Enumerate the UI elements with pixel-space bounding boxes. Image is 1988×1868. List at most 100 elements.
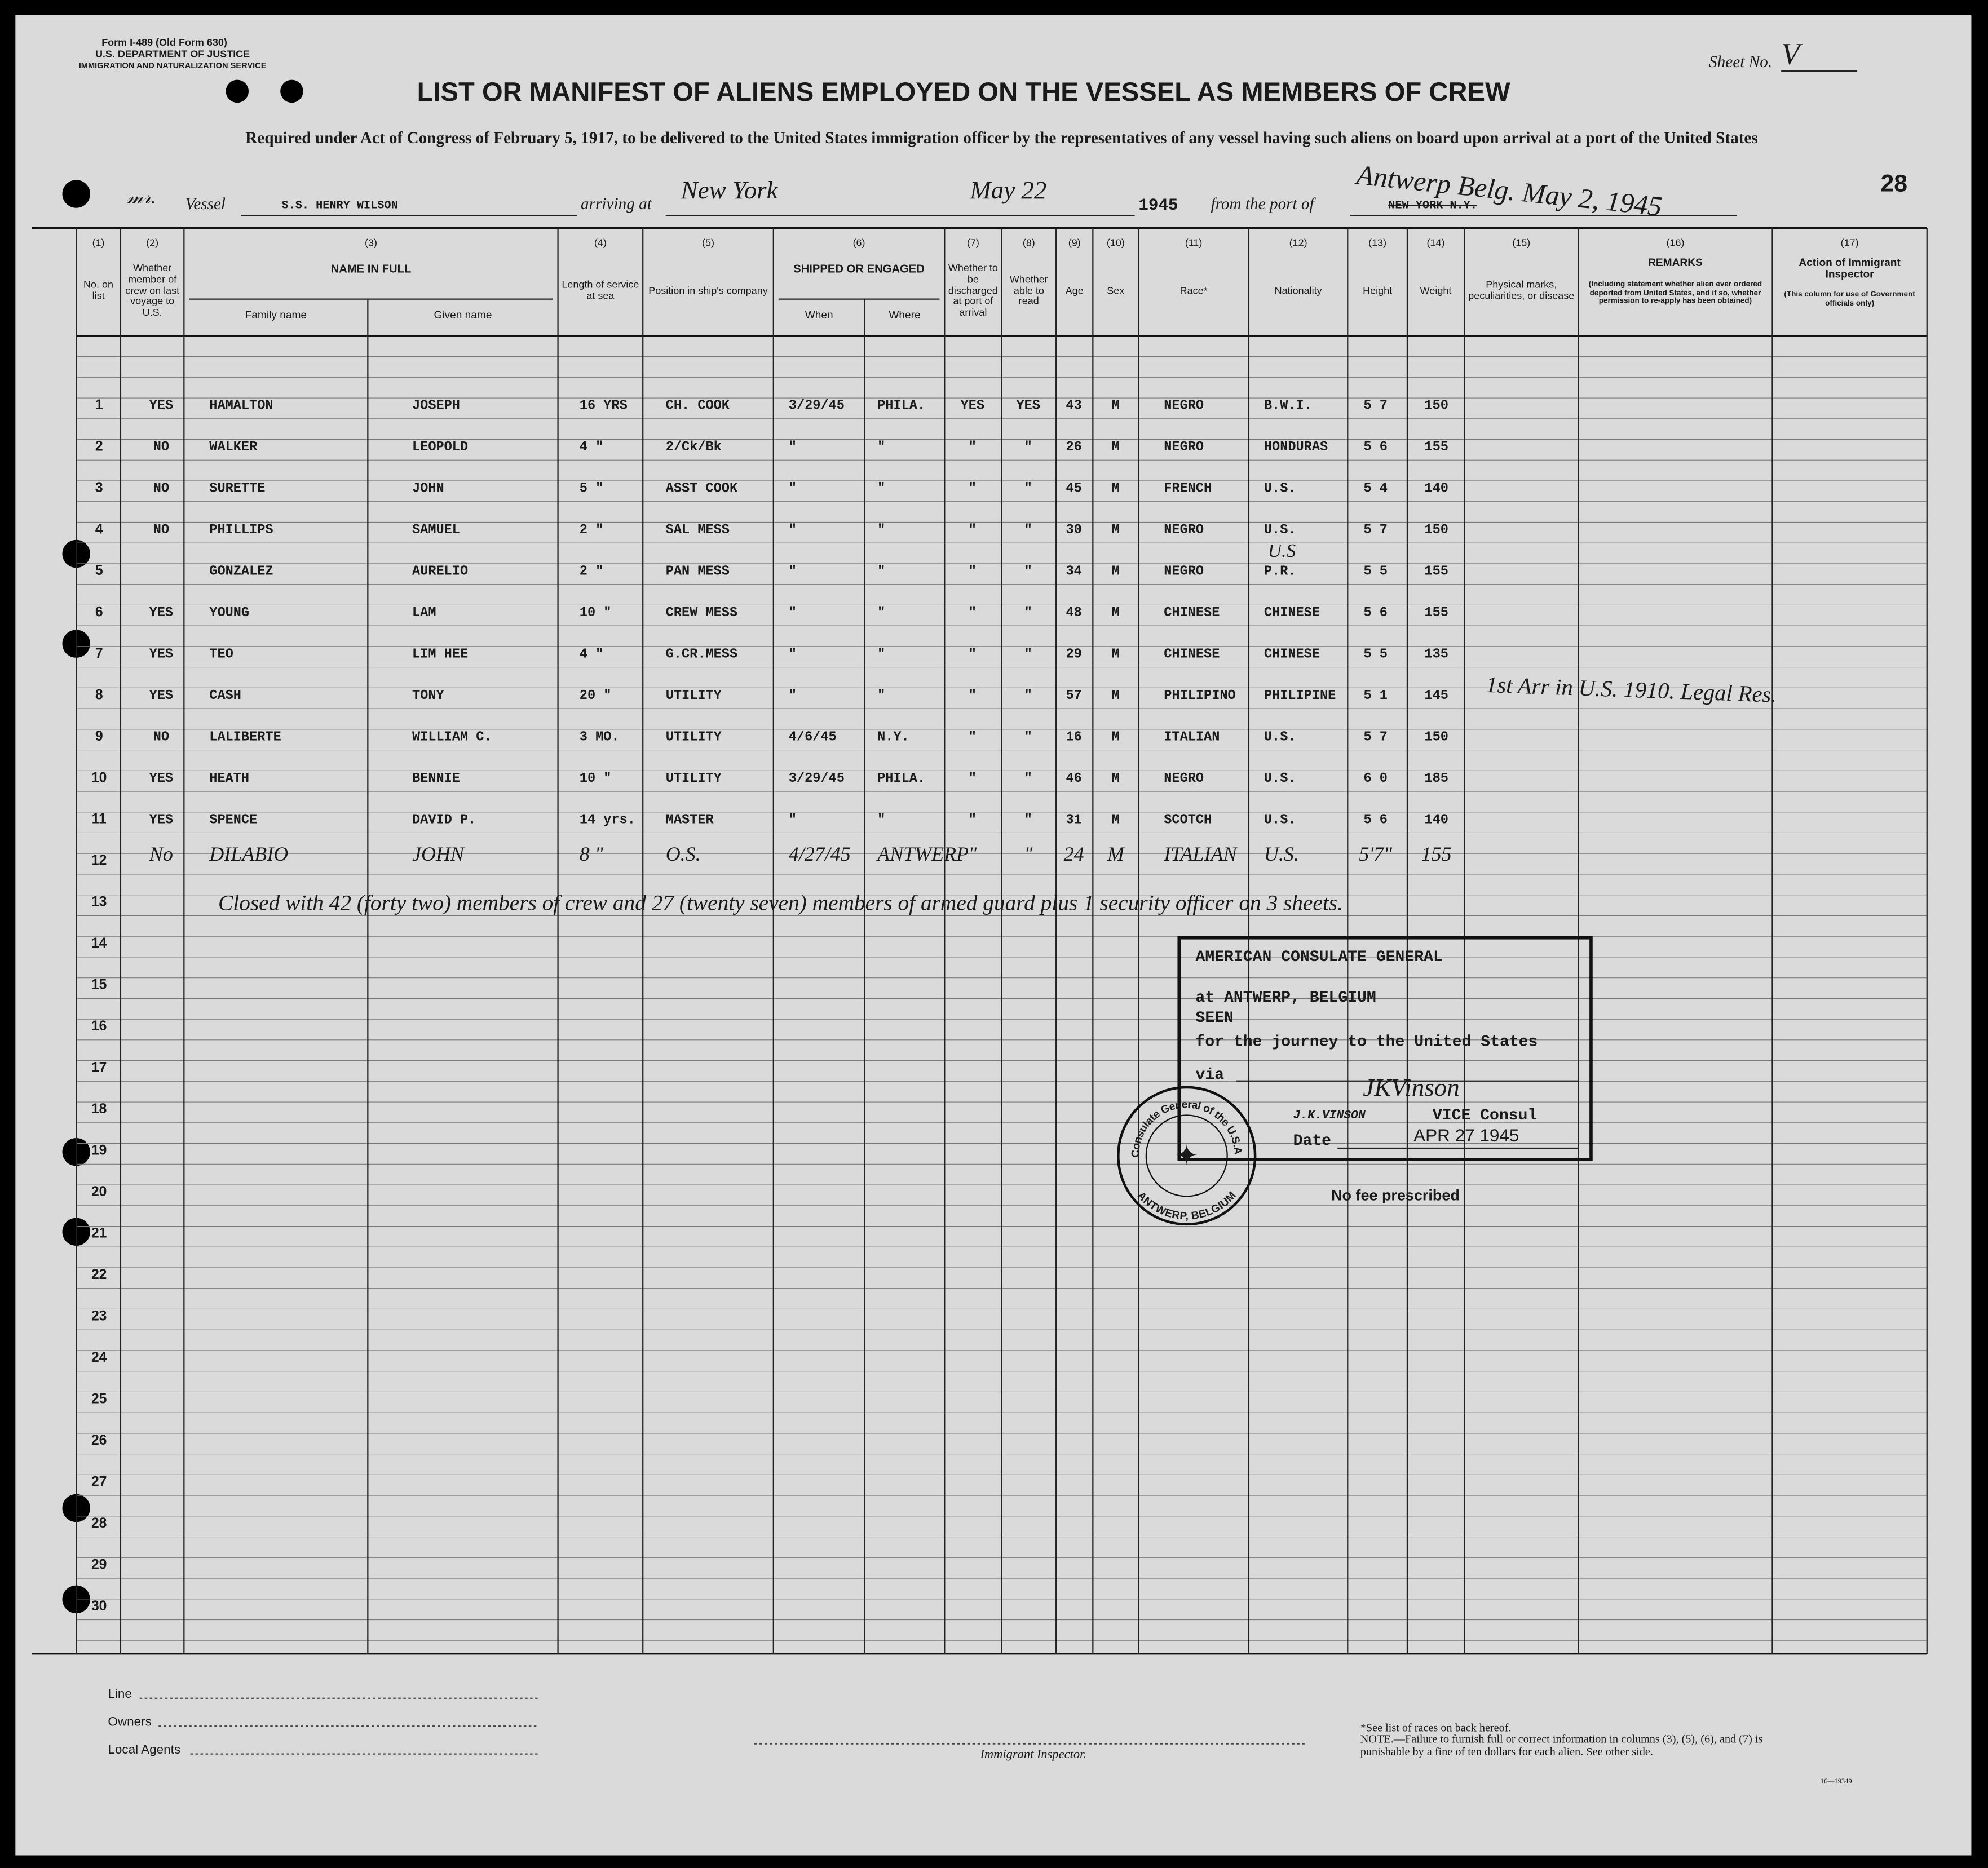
sex: M xyxy=(1112,564,1120,579)
column-heading-box: Whether member of crew on last voyage to… xyxy=(125,262,180,318)
column-heading: REMARKS xyxy=(1648,257,1703,269)
given-name: LAM xyxy=(412,605,436,621)
stamp-officer-title: VICE Consul xyxy=(1433,1107,1537,1125)
form-title: LIST OR MANIFEST OF ALIENS EMPLOYED ON T… xyxy=(417,77,1510,107)
crew-on-last-voyage: YES xyxy=(149,812,173,827)
sex: M xyxy=(1112,523,1120,538)
crew-on-last-voyage: YES xyxy=(149,771,173,786)
column-heading: NAME IN FULL xyxy=(330,263,412,275)
to-be-discharged: " xyxy=(969,440,977,455)
age: 29 xyxy=(1066,647,1081,662)
row-number: 15 xyxy=(91,977,107,993)
column-subheading: Family name xyxy=(245,309,307,321)
row-number: 21 xyxy=(91,1225,107,1241)
weight: 155 xyxy=(1424,440,1448,455)
column-heading: Nationality xyxy=(1274,284,1322,296)
seal-eagle: ✦ xyxy=(1175,1140,1198,1171)
sex: M xyxy=(1112,605,1120,621)
column-heading-box: Weight xyxy=(1420,285,1452,296)
position: UTILITY xyxy=(666,688,722,703)
shipped-when: " xyxy=(789,440,797,455)
row-number: 6 xyxy=(95,604,103,619)
shipped-where: N.Y. xyxy=(877,729,909,745)
able-to-read: " xyxy=(1024,481,1032,497)
weight: 145 xyxy=(1424,688,1448,703)
able-to-read: " xyxy=(1024,440,1032,455)
sex: M xyxy=(1112,647,1120,662)
column-subheading: Given name xyxy=(434,309,492,321)
age: 31 xyxy=(1066,812,1081,827)
column-heading-box: Position in ship's company xyxy=(648,285,767,296)
column-heading-box: Whether able to read xyxy=(1010,273,1048,307)
row-number: 11 xyxy=(92,812,107,827)
column-number: (7) xyxy=(967,237,979,248)
crew-table: (1) No. on list (2) Whether member of crew … xyxy=(32,227,1928,1655)
shipped-where: " xyxy=(877,647,885,662)
length-of-service: 5 " xyxy=(580,481,603,497)
column-heading-box: Whether to be discharged at port of arri… xyxy=(948,263,998,318)
position: ASST COOK xyxy=(666,481,738,497)
row-number: 19 xyxy=(91,1143,107,1158)
nationality: CHINESE xyxy=(1264,647,1320,662)
position: G.CR.MESS xyxy=(666,647,737,662)
given-name: LEOPOLD xyxy=(412,440,468,455)
column-number: (2) xyxy=(146,237,158,248)
age: 45 xyxy=(1066,481,1081,497)
family-name: CASH xyxy=(209,688,241,703)
to-be-discharged: " xyxy=(969,688,977,703)
shipped-where: " xyxy=(877,440,885,455)
form-code: 16—19349 xyxy=(1821,1777,1852,1785)
height: 5'7" xyxy=(1359,843,1393,865)
column-heading-box: Height xyxy=(1363,285,1392,296)
consulate-stamp: AMERICAN CONSULATE GENERAL at ANTWERP, B… xyxy=(1177,936,1593,1162)
sex: M xyxy=(1107,843,1125,865)
stamp-line3: SEEN xyxy=(1195,1010,1233,1027)
column-heading-box: SHIPPED OR ENGAGED xyxy=(793,264,925,275)
race: NEGRO xyxy=(1164,399,1204,414)
column-heading: No. on list xyxy=(83,279,114,302)
stamp-via: via xyxy=(1195,1066,1224,1084)
row-number: 4 xyxy=(95,521,103,537)
shipped-where: " xyxy=(877,523,885,538)
length-of-service: 2 " xyxy=(580,523,603,538)
age: 16 xyxy=(1066,729,1081,745)
footer-note: NOTE.—Failure to furnish full or correct… xyxy=(1360,1733,1763,1758)
sex: M xyxy=(1112,771,1120,786)
crew-on-last-voyage: YES xyxy=(149,605,173,621)
column-number: (1) xyxy=(92,237,105,248)
column-number: (4) xyxy=(594,237,607,248)
family-name: HEATH xyxy=(209,771,249,786)
column-number: (13) xyxy=(1368,237,1386,248)
closing-note: Closed with 42 (forty two) members of cr… xyxy=(218,890,1343,915)
sex: M xyxy=(1112,729,1120,745)
shipped-where: " xyxy=(877,564,885,579)
to-be-discharged: " xyxy=(969,647,977,662)
crew-on-last-voyage: NO xyxy=(153,729,169,745)
crew-on-last-voyage: NO xyxy=(153,481,169,497)
subtitle: Required under Act of Congress of Februa… xyxy=(245,128,1758,147)
vessel-label: Vessel xyxy=(185,195,226,213)
row-number: 20 xyxy=(91,1184,107,1199)
nationality: B.W.I. xyxy=(1264,399,1312,414)
crew-on-last-voyage: No xyxy=(149,843,173,865)
stamp-date-label: Date xyxy=(1293,1132,1331,1150)
vessel-scribble: 𝓂𝓇. xyxy=(127,187,156,208)
able-to-read: " xyxy=(1024,523,1032,538)
column-number: (6) xyxy=(853,237,865,248)
column-heading: Sex xyxy=(1107,284,1125,296)
row-number: 28 xyxy=(91,1516,107,1531)
row-number: 13 xyxy=(91,895,107,910)
sex: M xyxy=(1112,688,1120,703)
shipped-where: ANTWERP xyxy=(876,843,969,865)
height: 5 6 xyxy=(1363,605,1387,621)
nationality: U.S. xyxy=(1264,523,1296,538)
race: NEGRO xyxy=(1164,564,1204,579)
race: CHINESE xyxy=(1164,605,1220,621)
sex: M xyxy=(1112,812,1120,827)
given-name: WILLIAM C. xyxy=(412,729,492,745)
row-number: 10 xyxy=(91,770,107,785)
position: CH. COOK xyxy=(666,399,730,414)
column-heading: Whether member of crew on last voyage to… xyxy=(125,262,180,318)
nationality: U.S. xyxy=(1264,729,1296,745)
weight: 155 xyxy=(1424,564,1448,579)
